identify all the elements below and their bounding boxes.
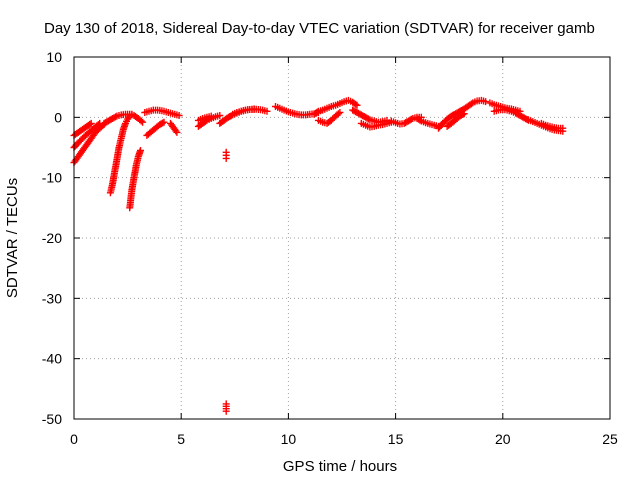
chart-title: Day 130 of 2018, Sidereal Day-to-day VTE… bbox=[44, 20, 595, 37]
data-point bbox=[137, 147, 144, 154]
y-tick-label: -10 bbox=[42, 170, 62, 186]
data-point bbox=[94, 121, 102, 129]
data-point bbox=[313, 108, 321, 116]
series-arc-16h bbox=[413, 115, 442, 130]
y-tick-label: 10 bbox=[46, 49, 62, 65]
data-point bbox=[407, 115, 415, 123]
series-arc-early-1 bbox=[70, 121, 108, 167]
data-point bbox=[139, 118, 147, 126]
data-point bbox=[175, 112, 183, 119]
data-point bbox=[416, 116, 424, 124]
series-arc-plateau-a bbox=[100, 110, 147, 127]
series-arc-6h-b bbox=[194, 112, 215, 124]
x-tick-label: 15 bbox=[388, 431, 404, 447]
data-point bbox=[482, 98, 490, 106]
series-arc-22h bbox=[537, 119, 567, 132]
data-point bbox=[263, 107, 271, 115]
series-arc-11h-low bbox=[314, 109, 344, 127]
x-axis-label: GPS time / hours bbox=[283, 458, 397, 475]
plot-frame bbox=[73, 56, 611, 420]
series-arc-plateau-c bbox=[143, 118, 168, 139]
data-point bbox=[112, 113, 119, 121]
series-outlier-7h-b bbox=[222, 400, 230, 415]
x-tick-label: 25 bbox=[602, 431, 618, 447]
data-point bbox=[86, 120, 94, 128]
y-tick-label: -30 bbox=[42, 290, 62, 306]
data-point bbox=[353, 101, 361, 109]
data-point bbox=[364, 115, 372, 123]
data-point bbox=[459, 111, 467, 118]
data-point bbox=[559, 124, 567, 132]
series-arc-17h-low bbox=[443, 110, 468, 130]
series-arc-11h bbox=[310, 96, 361, 118]
x-tick-label: 0 bbox=[70, 431, 78, 447]
data-point bbox=[222, 154, 230, 162]
series-arc-20h bbox=[490, 106, 532, 124]
series-arc-17h bbox=[435, 96, 490, 132]
x-tick-label: 5 bbox=[177, 431, 185, 447]
y-tick-label: -40 bbox=[42, 351, 62, 367]
data-point bbox=[159, 119, 167, 127]
series-arc-13h-low bbox=[357, 118, 395, 131]
data-point bbox=[160, 118, 168, 126]
series-outlier-7h-a bbox=[222, 148, 230, 162]
data-point bbox=[207, 112, 215, 120]
series-arc-8h bbox=[229, 105, 271, 118]
data-point bbox=[137, 117, 145, 125]
data-point bbox=[222, 407, 230, 415]
data-point bbox=[172, 127, 180, 135]
y-tick-label: -20 bbox=[42, 230, 62, 246]
data-point bbox=[216, 112, 224, 119]
data-point bbox=[336, 109, 344, 116]
y-axis-label: SDTVAR / TECUs bbox=[4, 178, 21, 298]
data-point bbox=[173, 128, 181, 136]
grid bbox=[74, 57, 610, 419]
data-point bbox=[87, 119, 95, 127]
data-point bbox=[460, 110, 468, 118]
x-tick-label: 10 bbox=[281, 431, 297, 447]
data-points bbox=[70, 96, 567, 415]
series-arc-dip-4h bbox=[167, 119, 181, 136]
data-point bbox=[227, 112, 235, 120]
data-point bbox=[352, 100, 360, 108]
y-tick-label: 0 bbox=[54, 109, 62, 125]
series-arc-plateau-b bbox=[141, 106, 183, 119]
x-tick-label: 20 bbox=[495, 431, 511, 447]
ticks: 0 5 10 15 20 25 -50 -40 -30 -20 -10 0 10 bbox=[42, 49, 618, 447]
data-point bbox=[334, 110, 342, 118]
y-tick-label: -50 bbox=[42, 411, 62, 427]
series-arc-drop-2 bbox=[126, 147, 144, 212]
